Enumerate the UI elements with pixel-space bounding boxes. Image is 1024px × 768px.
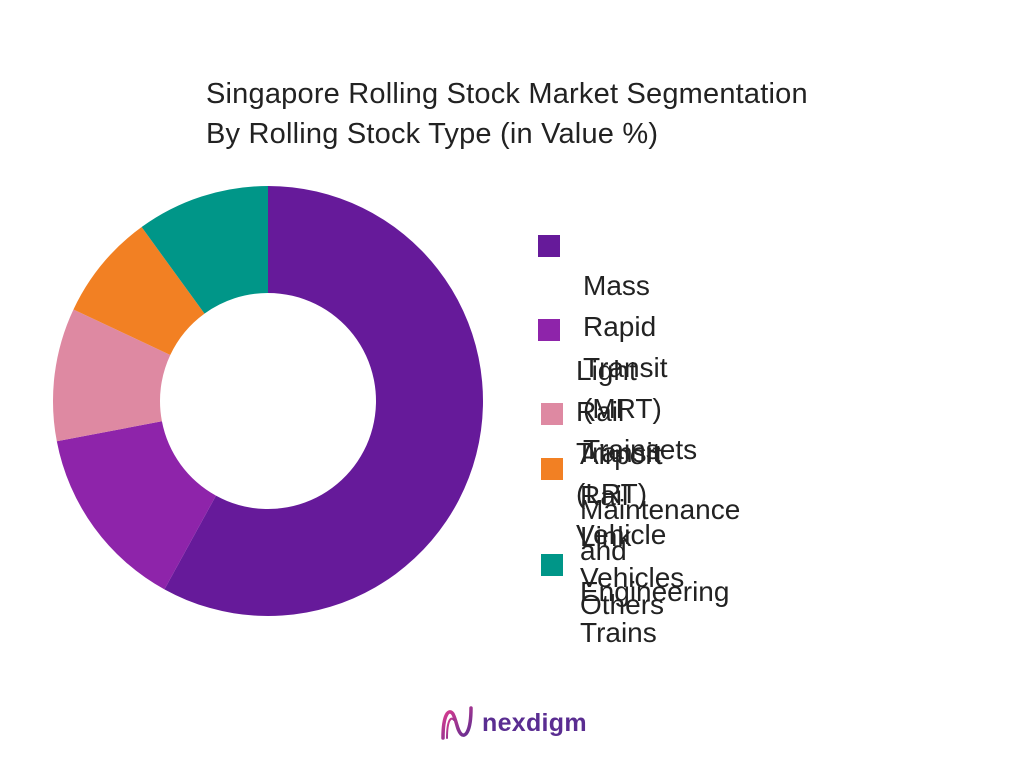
brand-name: nexdigm — [482, 708, 587, 737]
donut-slice-others — [141, 186, 268, 314]
chart-subtitle: By Rolling Stock Type (in Value %) — [206, 118, 659, 150]
donut-slice-lrt — [56, 421, 216, 590]
brand-logo: nexdigm — [440, 704, 587, 742]
donut-slice-airport — [53, 309, 171, 442]
donut-slice-mrt — [164, 186, 484, 617]
nexdigm-logo-icon — [441, 706, 473, 740]
chart-title: Singapore Rolling Stock Market Segmentat… — [206, 78, 808, 110]
chart-title-block: Singapore Rolling Stock Market Segmentat… — [206, 74, 946, 154]
donut-slice-maintenance — [73, 227, 205, 356]
